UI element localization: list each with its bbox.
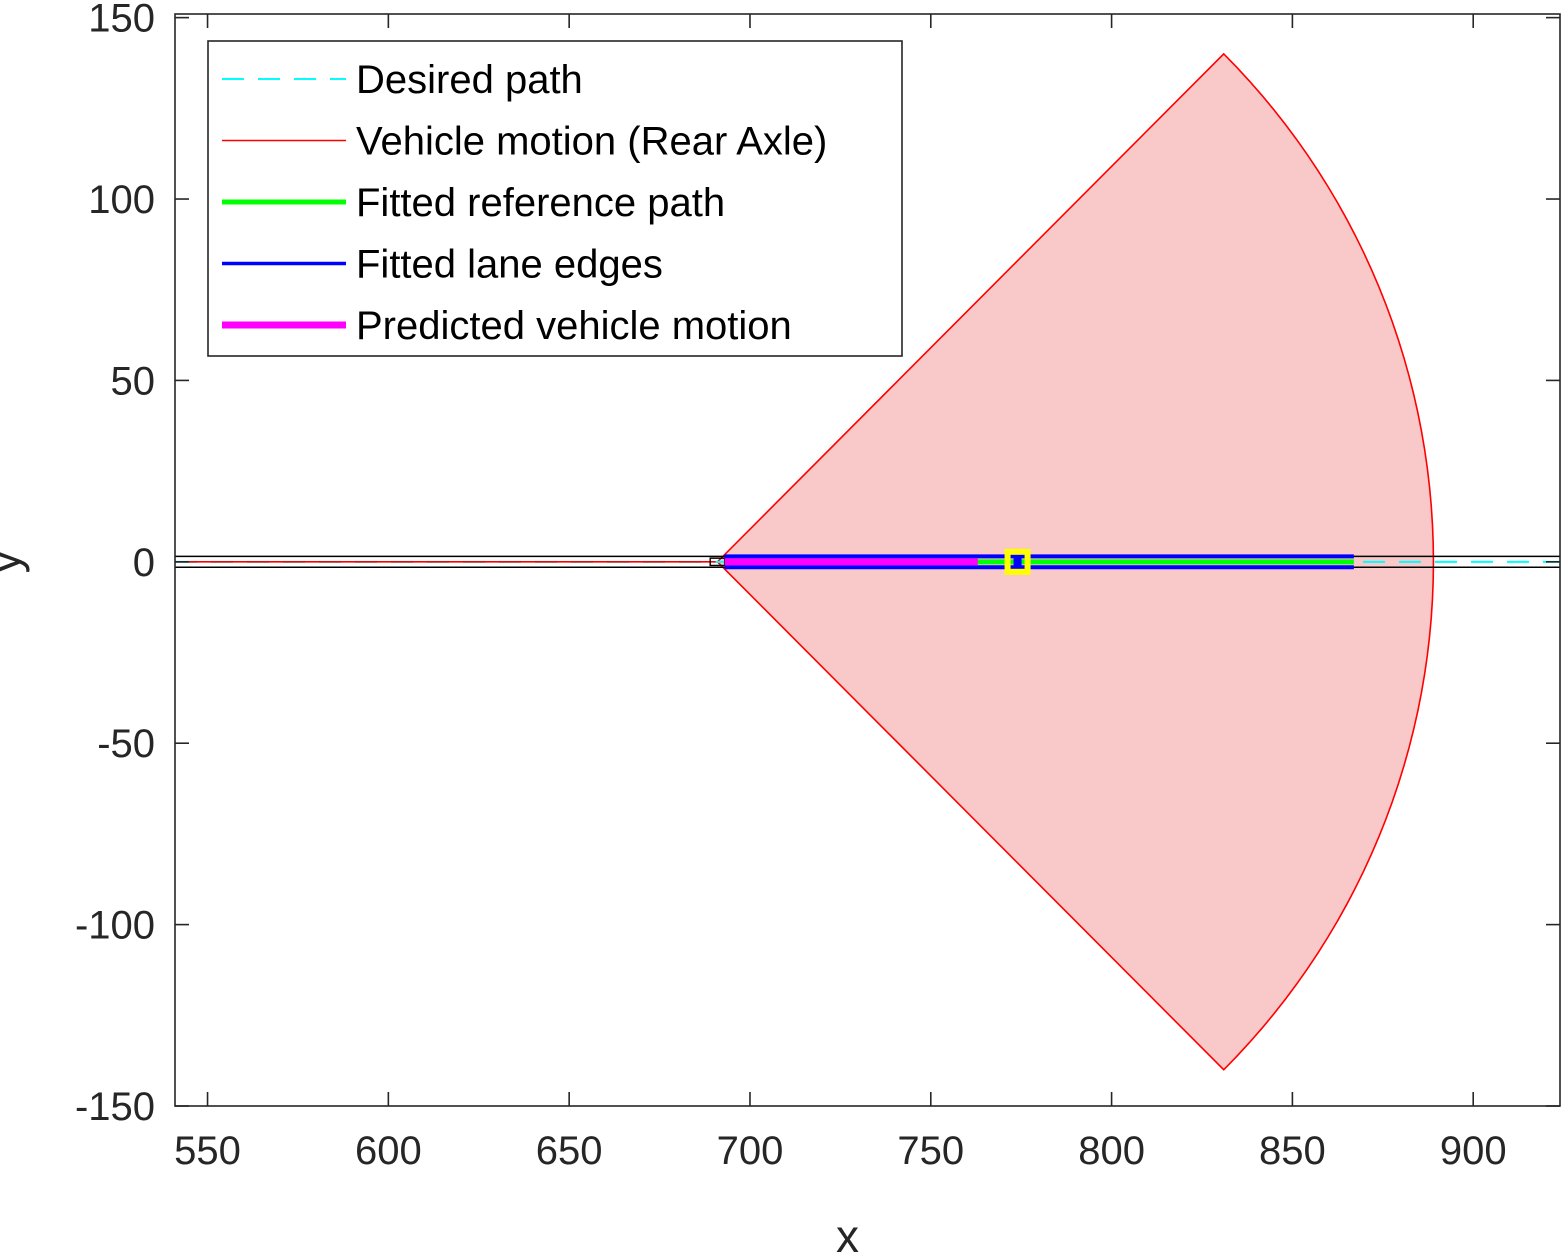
y-tick-label: 100: [88, 178, 155, 222]
plot-area: [175, 52, 1560, 1071]
x-tick-label: 550: [174, 1129, 241, 1173]
x-tick-label: 900: [1440, 1129, 1507, 1173]
x-tick-label: 850: [1259, 1129, 1326, 1173]
legend-label: Predicted vehicle motion: [356, 304, 792, 348]
marker-outer: [1004, 548, 1031, 575]
vehicle-box: [709, 557, 726, 567]
legend-box: [207, 40, 903, 357]
y-tick-label: 50: [111, 359, 156, 403]
marker-inner: [1013, 557, 1022, 566]
y-axis-label: y: [0, 550, 30, 573]
x-tick-label: 600: [355, 1129, 422, 1173]
x-axis-label: x: [836, 1210, 859, 1254]
y-tick-label: -150: [75, 1085, 155, 1129]
axes-box: [174, 13, 1561, 1107]
x-tick-label: 700: [717, 1129, 784, 1173]
y-tick-label: -50: [97, 722, 155, 766]
x-tick-label: 800: [1078, 1129, 1145, 1173]
legend-label: Fitted reference path: [356, 181, 725, 225]
x-tick-label: 650: [536, 1129, 603, 1173]
y-tick-label: 150: [88, 0, 155, 41]
x-tick-label: 750: [897, 1129, 964, 1173]
y-tick-label: -100: [75, 904, 155, 948]
legend: Desired path Vehicle motion (Rear Axle) Fi…: [207, 40, 903, 357]
legend-label: Fitted lane edges: [356, 243, 663, 287]
legend-label: Desired path: [356, 58, 583, 102]
y-tick-label: 0: [133, 541, 155, 585]
legend-label: Vehicle motion (Rear Axle): [356, 120, 827, 164]
